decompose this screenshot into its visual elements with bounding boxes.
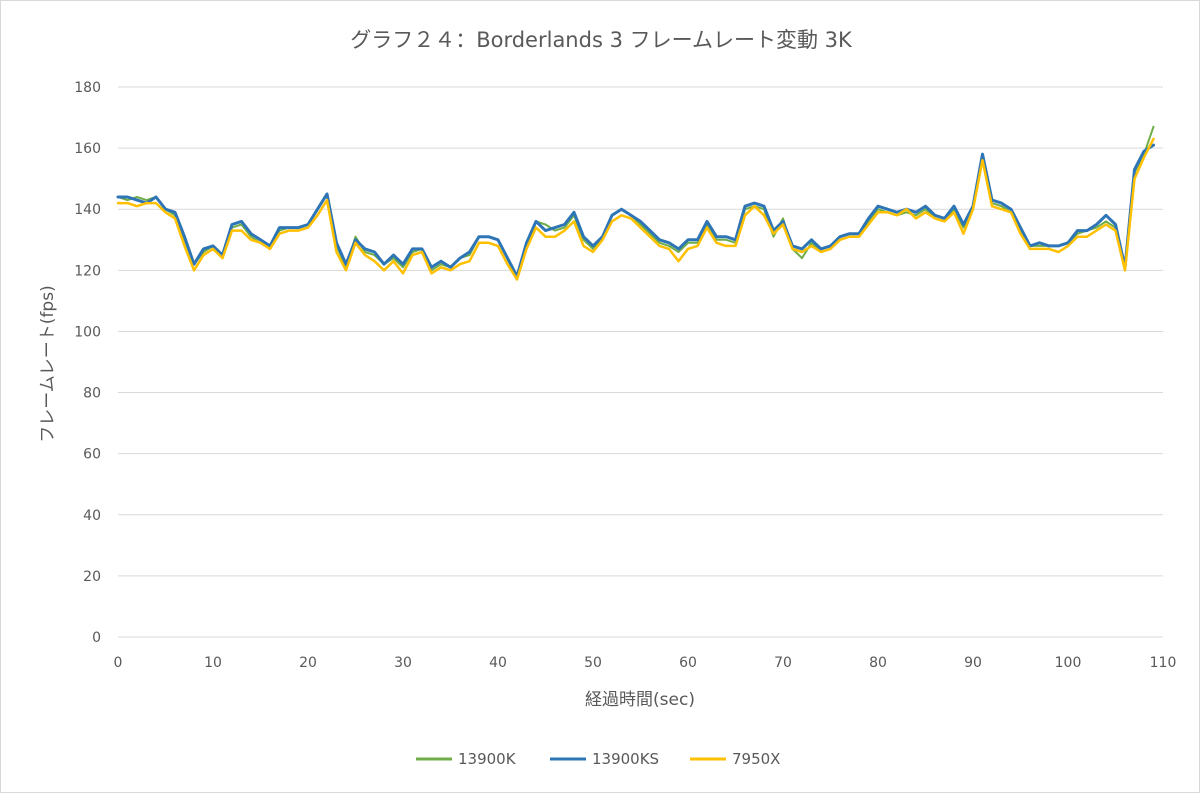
series-line-7950x bbox=[116, 137, 1155, 281]
x-tick-label-50: 50 bbox=[584, 655, 602, 671]
y-tick-label-180: 180 bbox=[74, 80, 101, 96]
y-tick-label-40: 40 bbox=[83, 508, 101, 524]
x-tick-label-60: 60 bbox=[679, 655, 697, 671]
y-axis-title: フレームレート(fps) bbox=[38, 285, 58, 442]
series-lines bbox=[116, 125, 1155, 281]
x-tick-label-0: 0 bbox=[114, 655, 123, 671]
y-tick-label-160: 160 bbox=[74, 141, 101, 157]
y-axis-ticks: 0 20 40 60 80 100 120 140 160 180 bbox=[74, 80, 101, 646]
x-tick-label-100: 100 bbox=[1055, 655, 1082, 671]
x-tick-label-80: 80 bbox=[869, 655, 887, 671]
y-tick-label-0: 0 bbox=[92, 630, 101, 646]
series-line-13900ks bbox=[116, 143, 1155, 278]
x-tick-label-110: 110 bbox=[1150, 655, 1177, 671]
x-tick-label-90: 90 bbox=[964, 655, 982, 671]
x-axis-ticks: 0 10 20 30 40 50 60 70 80 90 100 110 bbox=[114, 655, 1177, 671]
x-tick-label-70: 70 bbox=[774, 655, 792, 671]
chart-title: グラフ２４：Borderlands 3 フレームレート変動 3K bbox=[350, 28, 853, 52]
x-axis-title: 経過時間(sec) bbox=[585, 690, 695, 710]
y-tick-label-120: 120 bbox=[74, 263, 101, 279]
legend: 13900K 13900KS 7950X bbox=[416, 750, 780, 768]
y-tick-label-100: 100 bbox=[74, 324, 101, 340]
legend-label-13900ks: 13900KS bbox=[592, 750, 659, 768]
x-tick-label-20: 20 bbox=[299, 655, 317, 671]
x-tick-label-40: 40 bbox=[489, 655, 507, 671]
x-tick-label-10: 10 bbox=[204, 655, 222, 671]
legend-label-13900k: 13900K bbox=[458, 750, 517, 768]
y-tick-label-60: 60 bbox=[83, 447, 101, 463]
gridlines bbox=[118, 86, 1163, 638]
y-tick-label-20: 20 bbox=[83, 569, 101, 585]
y-tick-label-140: 140 bbox=[74, 202, 101, 218]
legend-label-7950x: 7950X bbox=[732, 750, 780, 768]
x-tick-label-30: 30 bbox=[394, 655, 412, 671]
y-tick-label-80: 80 bbox=[83, 386, 101, 402]
